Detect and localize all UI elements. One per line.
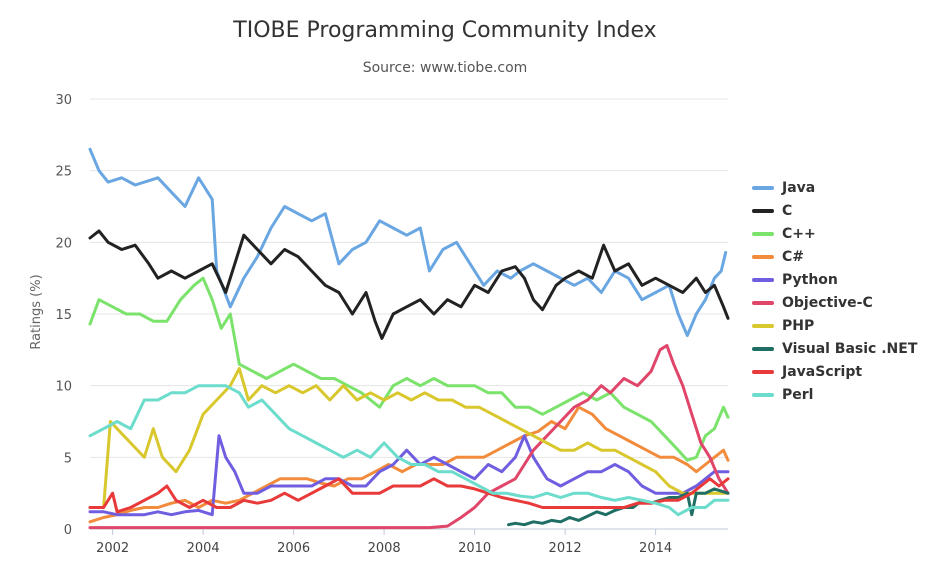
y-tick-label: 5 [64,451,72,466]
legend-swatch [752,300,774,305]
legend-item-c-[interactable]: C++ [752,222,917,245]
x-tick-label: 2008 [368,541,401,556]
y-tick-label: 10 [55,380,72,395]
legend-label: C [782,202,793,219]
legend-label: JavaScript [782,363,863,380]
legend: Java C C++ C# Python Objective-C PHP Visual Bas… [752,176,917,406]
y-axis-ticks: 0 5 10 15 20 25 30 [55,93,72,538]
x-tick-label: 2014 [639,541,672,556]
y-axis-label: Ratings (%) [29,274,44,349]
series-line-java [88,147,728,337]
legend-swatch [752,323,774,328]
x-tick-label: 2004 [187,541,220,556]
legend-item-perl[interactable]: Perl [752,383,917,406]
legend-label: C# [782,248,805,265]
legend-item-php[interactable]: PHP [752,314,917,337]
x-tick-label: 2002 [96,541,129,556]
legend-item-visual-basic-net[interactable]: Visual Basic .NET [752,337,917,360]
legend-label: Perl [782,386,814,403]
legend-label: Visual Basic .NET [782,340,918,357]
chart-title: TIOBE Programming Community Index [233,18,657,43]
legend-swatch [752,346,774,351]
legend-swatch [752,208,774,213]
x-tick-label: 2006 [277,541,310,556]
legend-item-objective-c[interactable]: Objective-C [752,291,917,314]
y-tick-label: 15 [55,308,72,323]
y-tick-label: 25 [55,165,72,180]
series-line-php [88,367,730,509]
legend-swatch [752,185,774,190]
legend-label: Java [782,179,816,196]
x-tick-label: 2010 [458,541,491,556]
x-tick-label: 2012 [549,541,582,556]
legend-swatch [752,277,774,282]
y-tick-label: 30 [55,93,72,108]
series-line-objective-c [88,344,730,530]
legend-item-javascript[interactable]: JavaScript [752,360,917,383]
y-tick-label: 0 [64,523,72,538]
x-axis-ticks: 2002 2004 2006 2008 2010 2012 2014 [96,529,672,556]
legend-swatch [752,392,774,397]
legend-swatch [752,254,774,259]
legend-swatch [752,231,774,236]
legend-swatch [752,369,774,374]
legend-item-c-[interactable]: C# [752,245,917,268]
series-line-perl [88,384,730,517]
series-line-c- [88,276,730,462]
legend-item-java[interactable]: Java [752,176,917,199]
legend-item-c[interactable]: C [752,199,917,222]
legend-label: PHP [782,317,815,334]
series-line-javascript [88,477,730,514]
chart-subtitle: Source: www.tiobe.com [362,60,528,76]
y-tick-label: 20 [55,236,72,251]
series-lines [88,147,730,530]
legend-item-python[interactable]: Python [752,268,917,291]
legend-label: Objective-C [782,294,873,311]
legend-label: C++ [782,225,816,242]
legend-label: Python [782,271,838,288]
series-line-python [88,434,730,517]
series-line-c [88,229,730,340]
